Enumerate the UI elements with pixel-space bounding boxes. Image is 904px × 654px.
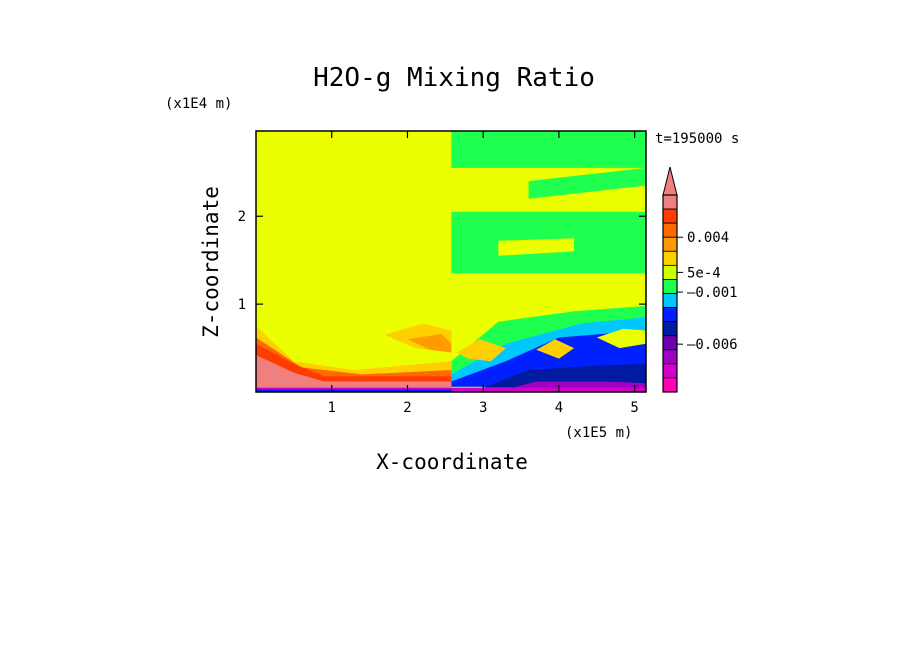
x-tick-label-1: 2 [403,400,411,416]
heatmap-regions [256,131,646,392]
colorbar-level-12 [662,363,678,379]
heatmap-region-17 [407,334,452,353]
x-tick-label-2: 3 [479,400,487,416]
heatmap-region-1 [451,131,646,168]
x-tick-label-0: 1 [328,400,336,416]
colorbar-level-13 [662,377,678,393]
colorbar-level-10 [662,335,678,351]
y-tick-label-1: 2 [238,209,246,225]
heatmap-region-12 [505,381,646,390]
heatmap-region-4 [451,131,521,160]
colorbar-level-3 [662,236,678,252]
y-unit-label: (x1E4 m) [165,96,232,112]
colorbar-level-1 [662,208,678,224]
heatmap-region-14 [456,339,506,362]
x-axis: 1 2 3 4 5 [328,131,639,416]
x-tick-label-4: 5 [630,400,638,416]
heatmap-region-21 [256,355,452,388]
plot-frame [255,130,647,393]
heatmap-region-7 [498,238,575,256]
heatmap-region-5 [451,211,646,221]
colorbar-level-0 [662,194,678,210]
heatmap-region-13 [596,328,646,349]
time-label: t=195000 s [655,131,739,147]
y-tick-label-0: 1 [238,297,246,313]
colorbar-label-1: 5e-4 [687,265,721,281]
colorbar-level-5 [662,264,678,280]
x-tick-label-3: 4 [555,400,563,416]
colorbar: 0.004 5e-4 –0.001 –0.006 [662,166,738,393]
colorbar-level-6 [662,279,678,294]
heatmap-region-6 [528,167,646,199]
colorbar-level-9 [662,321,678,337]
colorbar-level-8 [662,307,678,323]
colorbar-level-2 [662,222,678,238]
colorbar-level-11 [662,349,678,365]
y-axis: 12 [238,209,646,313]
x-unit-label: (x1E5 m) [565,425,632,441]
colorbar-level-7 [662,293,678,308]
colorbar-arrow [662,166,678,196]
colorbar-frame [662,194,678,393]
chart-title: H2O-g Mixing Ratio [313,63,595,93]
heatmap-region-15 [536,339,575,359]
colorbar-level-4 [662,250,678,266]
colorbar-label-2: –0.001 [687,285,738,301]
colorbar-label-3: –0.006 [687,337,738,353]
y-axis-label: Z-coordinate [199,186,223,338]
colorbar-label-0: 0.004 [687,230,729,246]
x-axis-label: X-coordinate [376,450,528,474]
